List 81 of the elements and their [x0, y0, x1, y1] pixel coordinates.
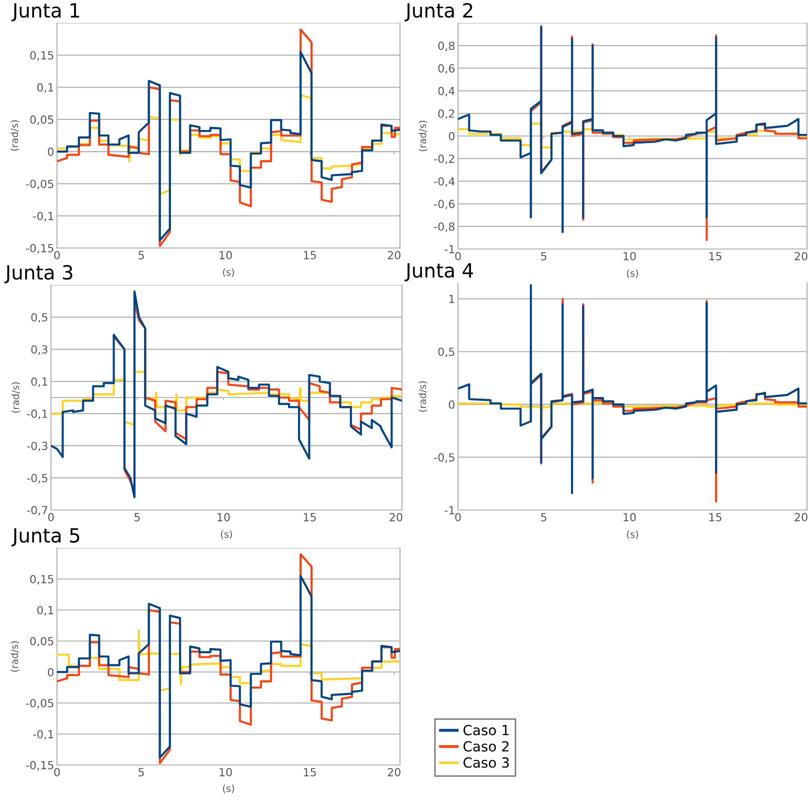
y-tick-label: 0,4 — [438, 86, 455, 96]
x-tick-label: 15 — [304, 768, 316, 776]
x-tick-label: 0 — [54, 768, 60, 776]
y-axis-title: (rad/s) — [10, 120, 20, 151]
y-tick-label: 1 — [449, 294, 454, 304]
y-tick-label: 0 — [448, 132, 454, 140]
y-tick-label: 0,05 — [30, 636, 54, 647]
y-tick-label: -0,1 — [33, 212, 54, 222]
y-axis-title: (rad/s) — [418, 120, 428, 152]
y-tick-label: -0,1 — [27, 410, 48, 420]
x-tick-label: 15 — [709, 513, 722, 522]
y-tick-label: 0,15 — [30, 51, 54, 61]
y-tick-label: 0 — [48, 668, 54, 676]
y-tick-label: -1 — [444, 245, 454, 254]
y-axis-title: (rad/s) — [418, 381, 428, 412]
chart-title: Junta 1 — [11, 3, 80, 22]
y-tick-label: 0,1 — [31, 377, 48, 387]
chart-title: Junta 4 — [404, 263, 474, 282]
y-tick-label: 0,1 — [37, 606, 54, 616]
x-axis-title: (s) — [627, 530, 638, 540]
legend-label: Caso 1 — [464, 724, 509, 736]
y-tick-label: -0,5 — [434, 453, 454, 463]
legend-label: Caso 2 — [464, 741, 509, 752]
y-tick-label: 0,3 — [31, 345, 48, 355]
line-series — [458, 401, 807, 427]
chart-title: Junta 3 — [4, 265, 72, 284]
line-series — [51, 290, 402, 498]
y-tick-label: -0,5 — [27, 474, 48, 484]
y-tick-label: 0 — [448, 400, 454, 409]
x-tick-label: 0 — [455, 252, 461, 260]
chart-title: Junta 5 — [11, 528, 80, 546]
x-tick-label: 15 — [709, 252, 722, 260]
y-tick-label: 0,2 — [438, 109, 454, 119]
x-tick-label: 0 — [54, 250, 60, 260]
y-tick-label: 0 — [48, 148, 54, 156]
y-tick-label: -0,8 — [434, 222, 454, 232]
y-tick-label: 0,05 — [30, 115, 54, 125]
x-tick-label: 10 — [220, 250, 232, 260]
y-tick-label: -0,1 — [33, 730, 54, 740]
y-tick-label: -0,7 — [27, 506, 48, 516]
x-tick-label: 20 — [388, 250, 400, 260]
x-tick-label: 5 — [138, 768, 144, 776]
x-axis-title: (s) — [223, 268, 234, 277]
x-tick-label: 15 — [304, 251, 316, 260]
x-tick-label: 10 — [624, 252, 636, 260]
x-tick-label: 10 — [218, 512, 230, 522]
chart-title: Junta 2 — [404, 3, 472, 22]
x-tick-label: 20 — [794, 252, 808, 260]
y-tick-label: -0,6 — [434, 200, 455, 210]
x-tick-label: 5 — [541, 513, 546, 522]
x-tick-label: 15 — [304, 513, 316, 522]
y-tick-label: 0,5 — [31, 313, 48, 323]
x-axis-title: (s) — [627, 269, 638, 278]
y-tick-label: -0,3 — [27, 442, 48, 452]
x-tick-label: 20 — [794, 512, 808, 522]
y-axis-title: (rad/s) — [10, 641, 20, 672]
y-tick-label: -0,15 — [26, 244, 54, 254]
x-tick-label: 5 — [138, 251, 144, 260]
y-tick-label: -0,05 — [26, 698, 54, 709]
x-tick-label: 0 — [455, 512, 461, 522]
x-tick-label: 5 — [541, 252, 546, 260]
x-tick-label: 10 — [220, 768, 232, 776]
x-tick-label: 20 — [388, 768, 400, 776]
legend-label: Caso 3 — [464, 757, 509, 768]
x-axis-title: (s) — [223, 784, 234, 794]
x-tick-label: 20 — [390, 512, 402, 522]
x-tick-label: 10 — [624, 512, 636, 522]
line-series — [458, 284, 807, 494]
x-tick-label: 5 — [134, 513, 140, 522]
y-tick-label: -0,2 — [434, 154, 454, 164]
y-tick-label: 0,6 — [438, 64, 455, 74]
y-tick-label: -1 — [444, 506, 454, 514]
y-tick-label: 0,5 — [438, 348, 454, 358]
y-tick-label: -0,05 — [26, 180, 54, 190]
x-axis-title: (s) — [221, 530, 232, 539]
y-tick-label: 0,8 — [438, 42, 454, 52]
y-tick-label: -0,4 — [434, 177, 455, 187]
y-tick-label: -0,15 — [26, 760, 54, 771]
y-axis-title: (rad/s) — [12, 382, 20, 413]
y-tick-label: 0,1 — [37, 83, 54, 93]
y-tick-label: 0,15 — [30, 574, 54, 585]
